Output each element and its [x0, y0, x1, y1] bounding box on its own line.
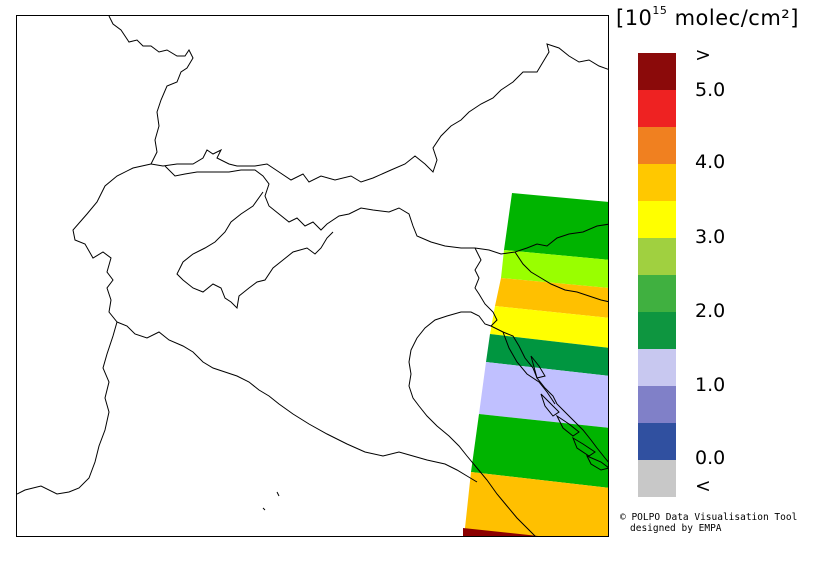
units-base: [10 [616, 6, 653, 30]
legend-label-below: < [695, 475, 711, 497]
legend-units: [1015 molec/cm²] [616, 4, 799, 30]
swath-band-2 [501, 250, 608, 288]
credit-line-1: © POLPO Data Visualisation Tool [620, 512, 798, 523]
colorbar [638, 53, 676, 497]
credit-text: © POLPO Data Visualisation Tool designed… [620, 512, 797, 534]
credit-line-2: designed by EMPA [630, 523, 722, 534]
colorbar-segment-10 [638, 423, 676, 460]
colorbar-segment-6 [638, 275, 676, 312]
legend-label-above: > [695, 44, 711, 66]
colorbar-segment-1 [638, 90, 676, 127]
colorbar-segment-3 [638, 164, 676, 201]
swath-band-8 [463, 472, 608, 536]
swath-band-6 [479, 362, 608, 428]
colorbar-segment-5 [638, 238, 676, 275]
colorbar-segment-2 [638, 127, 676, 164]
legend-label-1: 1.0 [695, 374, 726, 396]
colorbar-segment-9 [638, 386, 676, 423]
legend-label-0: 0.0 [695, 447, 726, 469]
units-rest: molec/cm²] [667, 6, 799, 30]
legend-label-2: 2.0 [695, 300, 726, 322]
colorbar-segment-8 [638, 349, 676, 386]
units-exponent: 15 [652, 4, 668, 17]
legend-label-4: 4.0 [695, 151, 726, 173]
swath-band-4 [490, 306, 608, 348]
colorbar-segment-4 [638, 201, 676, 238]
legend-label-5: 5.0 [695, 79, 726, 101]
map-frame [16, 15, 609, 537]
satellite-swath [463, 193, 608, 536]
legend-label-3: 3.0 [695, 226, 726, 248]
swath-band-3 [495, 278, 608, 318]
map-outlines [17, 16, 608, 536]
swath-band-5 [486, 334, 608, 376]
swath-band-7 [471, 414, 608, 488]
swath-band-1 [504, 193, 608, 260]
colorbar-segment-11 [638, 460, 676, 497]
colorbar-segment-0 [638, 53, 676, 90]
colorbar-segment-7 [638, 312, 676, 349]
map-canvas [17, 16, 608, 536]
